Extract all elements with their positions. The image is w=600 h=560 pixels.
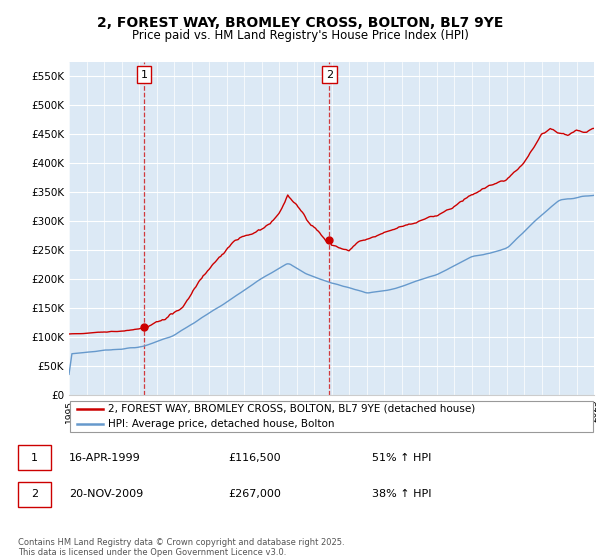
Text: 1: 1 bbox=[31, 453, 38, 463]
Text: 2, FOREST WAY, BROMLEY CROSS, BOLTON, BL7 9YE: 2, FOREST WAY, BROMLEY CROSS, BOLTON, BL… bbox=[97, 16, 503, 30]
Text: 2: 2 bbox=[31, 489, 38, 499]
Text: 20-NOV-2009: 20-NOV-2009 bbox=[69, 489, 143, 499]
Text: HPI: Average price, detached house, Bolton: HPI: Average price, detached house, Bolt… bbox=[109, 419, 335, 430]
Text: £116,500: £116,500 bbox=[228, 453, 281, 463]
Text: 16-APR-1999: 16-APR-1999 bbox=[69, 453, 141, 463]
Text: £267,000: £267,000 bbox=[228, 489, 281, 499]
Text: Contains HM Land Registry data © Crown copyright and database right 2025.
This d: Contains HM Land Registry data © Crown c… bbox=[18, 538, 344, 557]
Bar bbox=[144, 62, 329, 395]
Text: 2: 2 bbox=[326, 70, 333, 80]
Text: 51% ↑ HPI: 51% ↑ HPI bbox=[372, 453, 431, 463]
FancyBboxPatch shape bbox=[70, 401, 593, 432]
Text: 38% ↑ HPI: 38% ↑ HPI bbox=[372, 489, 431, 499]
Text: 2, FOREST WAY, BROMLEY CROSS, BOLTON, BL7 9YE (detached house): 2, FOREST WAY, BROMLEY CROSS, BOLTON, BL… bbox=[109, 404, 476, 414]
Text: 1: 1 bbox=[140, 70, 148, 80]
Text: Price paid vs. HM Land Registry's House Price Index (HPI): Price paid vs. HM Land Registry's House … bbox=[131, 29, 469, 42]
